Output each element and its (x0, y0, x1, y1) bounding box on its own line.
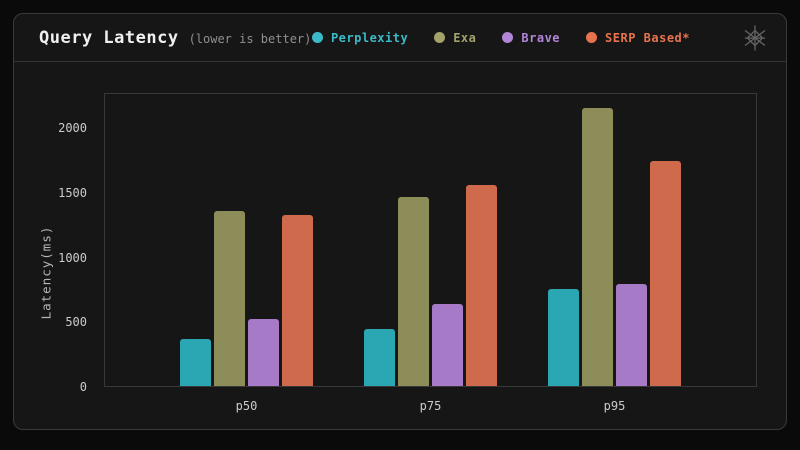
bar-group-p95: p95 (548, 94, 681, 413)
chart-card: Query Latency (lower is better) Perplexi… (13, 13, 787, 430)
y-axis: Latency(ms) 0 500 1000 1500 2000 (14, 93, 96, 394)
bar-group-p50: p50 (180, 94, 313, 413)
legend-swatch-perplexity (311, 32, 323, 43)
bar-exa-p50[interactable] (214, 211, 245, 386)
bar-brave-p50[interactable] (248, 319, 279, 386)
x-tick-p75: p75 (419, 399, 442, 413)
page-subtitle: (lower is better) (188, 31, 312, 46)
card-header: Query Latency (lower is better) Perplexi… (14, 14, 786, 62)
y-axis-label: Latency(ms) (38, 225, 54, 320)
legend-label-exa: Exa (453, 30, 477, 45)
bar-exa-p75[interactable] (398, 197, 429, 386)
bar-serp-based-p75[interactable] (466, 185, 497, 386)
bar-serp-based-p95[interactable] (650, 161, 681, 386)
legend-item-exa[interactable]: Exa (434, 31, 476, 45)
bar-perplexity-p75[interactable] (364, 329, 395, 386)
legend-label-perplexity: Perplexity (330, 30, 409, 45)
legend-swatch-exa (434, 32, 446, 43)
bar-group-p75: p75 (364, 94, 497, 413)
y-tick-1000: 1000 (58, 250, 87, 265)
legend-label-serp-based: SERP Based* (605, 30, 690, 45)
chart-legend: Perplexity Exa Brave SERP Based* (311, 30, 690, 45)
bar-brave-p95[interactable] (616, 284, 647, 386)
x-tick-p95: p95 (603, 399, 626, 413)
bar-exa-p95[interactable] (582, 108, 613, 386)
exa-asterisk-logo-icon[interactable] (740, 23, 770, 53)
bar-perplexity-p95[interactable] (548, 289, 579, 386)
legend-swatch-serp-based (586, 32, 598, 43)
x-tick-p50: p50 (235, 399, 258, 413)
y-tick-2000: 2000 (58, 120, 87, 135)
y-tick-500: 500 (65, 315, 87, 330)
bar-serp-based-p50[interactable] (282, 215, 313, 386)
bar-brave-p75[interactable] (432, 304, 463, 386)
legend-label-brave: Brave (521, 30, 561, 45)
title-group: Query Latency (lower is better) (39, 28, 311, 48)
plot-area: p50 p75 p95 (104, 93, 757, 413)
legend-item-serp-based[interactable]: SERP Based* (586, 31, 690, 45)
page-title: Query Latency (39, 27, 179, 48)
y-tick-0: 0 (79, 380, 87, 394)
y-tick-1500: 1500 (58, 185, 87, 200)
legend-item-perplexity[interactable]: Perplexity (311, 30, 409, 45)
bar-perplexity-p50[interactable] (180, 339, 211, 386)
chart-region: Latency(ms) 0 500 1000 1500 2000 p50 p75 p95 (14, 62, 786, 429)
legend-swatch-brave (502, 32, 514, 43)
legend-item-brave[interactable]: Brave (502, 31, 560, 45)
